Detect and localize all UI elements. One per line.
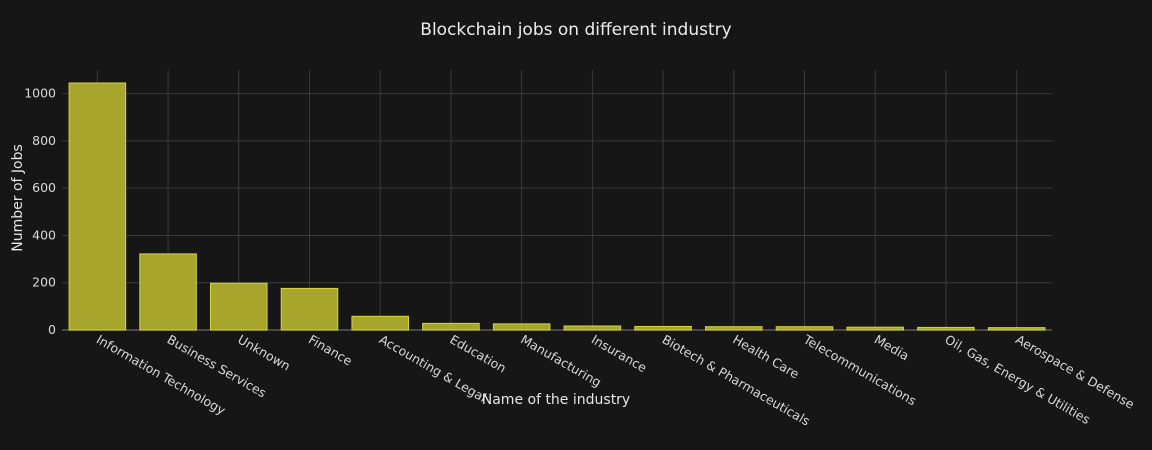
bar-finance[interactable] (280, 287, 339, 331)
x-tick-label: Insurance (589, 332, 650, 376)
x-tick-label: Media (872, 332, 912, 364)
y-tick-label: 800 (32, 133, 56, 148)
bar-health-care[interactable] (705, 326, 763, 331)
bars (68, 82, 1046, 331)
y-tick-label: 400 (32, 227, 56, 242)
bar-manufacturing[interactable] (492, 323, 551, 331)
bar-accounting-legal[interactable] (351, 315, 409, 331)
x-tick-label: Unknown (235, 332, 293, 374)
chart-title: Blockchain jobs on different industry (420, 20, 731, 40)
bar-information-technology[interactable] (68, 82, 127, 331)
y-tick-label: 1000 (24, 86, 56, 101)
y-tick-label: 0 (48, 322, 56, 337)
bar-business-services[interactable] (139, 253, 197, 331)
bar-insurance[interactable] (563, 325, 622, 331)
bar-media[interactable] (846, 326, 905, 331)
y-tick-label: 600 (32, 180, 56, 195)
bar-oil-gas-energy-utilities[interactable] (917, 326, 975, 331)
x-axis-title: Name of the industry (482, 392, 630, 408)
bar-education[interactable] (422, 322, 480, 331)
bar-telecommunications[interactable] (775, 326, 834, 331)
bar-unknown[interactable] (210, 282, 268, 331)
x-tick-label: Aerospace & Defense (1013, 332, 1137, 412)
bar-biotech-pharmaceuticals[interactable] (634, 325, 692, 331)
x-tick-label: Education (447, 332, 508, 376)
gridlines (62, 70, 1052, 331)
y-axis-title: Number of Jobs (10, 144, 26, 252)
x-tick-label: Information Technology (94, 332, 229, 418)
bar-aerospace-defense[interactable] (987, 327, 1046, 331)
x-tick-label: Telecommunications (800, 331, 919, 408)
y-tick-label: 200 (32, 275, 56, 290)
x-tick-label: Finance (306, 332, 355, 369)
y-tick-labels: 0 200 400 600 800 1000 (24, 86, 56, 337)
